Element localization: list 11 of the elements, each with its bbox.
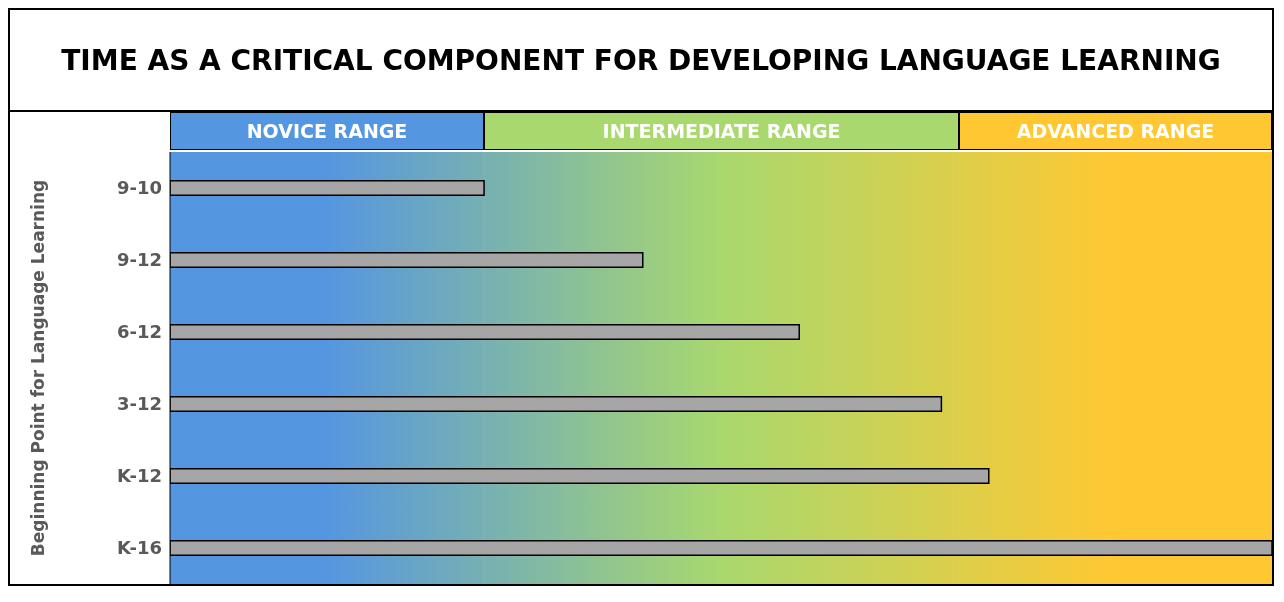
y-tick-label: 6-12 (116, 321, 162, 343)
y-tick-label: 3-12 (116, 393, 162, 415)
y-tick-label: 9-10 (116, 177, 162, 199)
y-tick-label: 9-12 (116, 249, 162, 271)
band-label: NOVICE RANGE (170, 112, 485, 150)
y-tick-label: K-12 (117, 465, 162, 487)
band-label: ADVANCED RANGE (959, 112, 1272, 150)
band-label: INTERMEDIATE RANGE (484, 112, 960, 150)
y-axis-title: Beginning Point for Language Learning (28, 179, 48, 557)
chart-title: TIME AS A CRITICAL COMPONENT FOR DEVELOPING LANGUAGE LEARNING (10, 10, 1272, 112)
y-tick-label: K-16 (117, 537, 162, 559)
